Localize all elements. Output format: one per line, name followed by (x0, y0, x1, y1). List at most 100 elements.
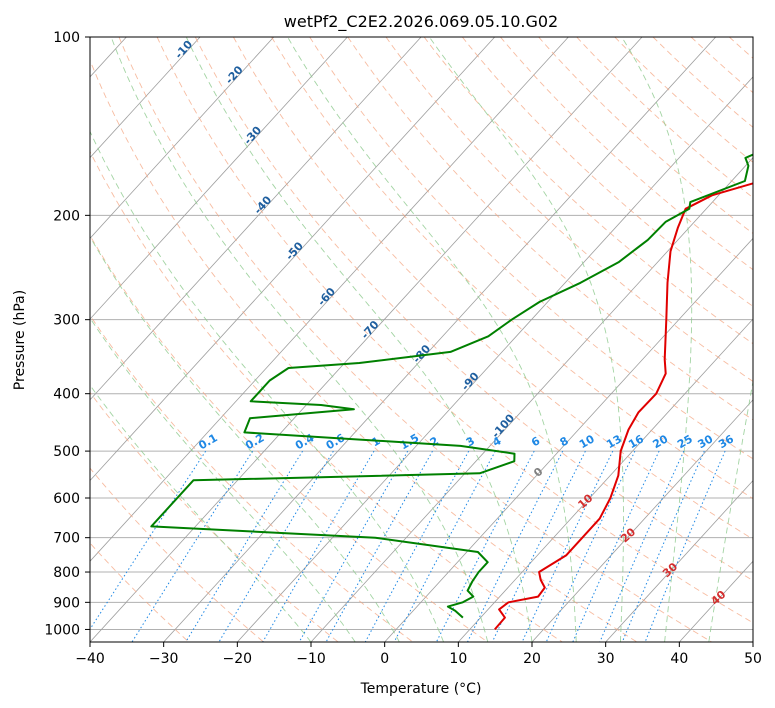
mixing-ratio-label: 2 (428, 434, 441, 449)
moist-adiabat-line (90, 317, 356, 642)
temperature-profile-line (494, 182, 753, 631)
dry-adiabat-line (690, 37, 753, 94)
dry-adiabat-lines (90, 37, 753, 642)
mixing-ratio-label: 10 (577, 432, 597, 451)
mixing-ratio-line (572, 450, 660, 642)
moist-adiabat-label: -70 (359, 318, 382, 342)
mixing-ratio-line (325, 450, 433, 642)
moist-adiabat-label: -40 (251, 193, 274, 217)
isotherm-line (237, 76, 753, 642)
moist-adiabat-line (110, 37, 489, 642)
y-tick-label: 300 (53, 313, 80, 329)
pressure-gridlines (90, 37, 753, 630)
dry-adiabat-line (90, 150, 563, 642)
isotherm-line (90, 37, 422, 401)
x-axis-label: Temperature (°C) (360, 681, 482, 697)
dry-adiabat-line (194, 37, 753, 582)
x-tick-label: −10 (296, 651, 326, 667)
mixing-ratio-label: 16 (626, 432, 646, 451)
mixing-ratio-line (298, 450, 409, 642)
mixing-ratio-line (90, 450, 207, 631)
mixing-ratio-label: 25 (675, 432, 695, 451)
isotherm-line (384, 237, 753, 642)
chart-title: wetPf2_C2E2.2026.069.05.10.G02 (284, 12, 558, 32)
moist-adiabat-label: -50 (283, 239, 306, 263)
moist-adiabat-line (90, 130, 445, 642)
dry-adiabat-line (385, 37, 753, 382)
mixing-ratio-label: 20 (650, 432, 670, 451)
dry-adiabat-line (90, 391, 339, 642)
dry-adiabat-line (423, 37, 753, 345)
moist-adiabat-line (428, 37, 624, 642)
dry-adiabat-line (90, 314, 414, 642)
dry-adiabat-line (652, 37, 753, 128)
moist-adiabat-lines (90, 37, 753, 642)
isotherm-line (458, 318, 753, 642)
mixing-ratio-line (621, 450, 705, 642)
x-axis-ticks: −40 −30 −20 −10 0 10 20 30 40 50 (75, 642, 762, 667)
isotherm-line (90, 37, 201, 159)
dry-adiabat-line (614, 37, 753, 163)
mixing-ratio-line (185, 450, 304, 642)
x-tick-label: 20 (523, 651, 541, 667)
moist-adiabat-label: -10 (172, 38, 195, 62)
mixing-ratio-line (467, 450, 564, 642)
isotherm-line (531, 399, 753, 642)
mixing-ratio-line (262, 450, 375, 642)
mixing-ratio-line (545, 450, 636, 642)
isotherm-line (90, 37, 643, 642)
mixing-ratio-line (521, 450, 614, 642)
mixing-ratio-label: 30 (696, 432, 716, 451)
mixing-ratio-label: 0.6 (324, 431, 348, 452)
plot-frame (89, 36, 754, 643)
y-tick-label: 1000 (44, 622, 80, 638)
x-tick-label: 10 (449, 651, 467, 667)
mixing-ratio-line (599, 450, 685, 642)
y-tick-label: 200 (53, 208, 80, 224)
dry-adiabat-line (271, 37, 753, 500)
mixing-ratio-lines (90, 450, 726, 642)
moist-adiabat-line (287, 37, 577, 642)
y-tick-label: 100 (53, 30, 80, 46)
mixing-ratio-label: 0.1 (196, 431, 219, 452)
y-tick-label: 900 (53, 595, 80, 611)
isotherm-line (605, 479, 753, 642)
dry-adiabat-line (90, 467, 264, 642)
y-tick-label: 700 (53, 531, 80, 547)
y-tick-label: 600 (53, 491, 80, 507)
x-tick-label: 30 (597, 651, 615, 667)
isotherm-line (90, 37, 496, 482)
mixing-ratio-line (364, 450, 470, 642)
moist-adiabat-line (90, 384, 312, 642)
y-tick-label: 800 (53, 565, 80, 581)
mixing-ratio-label: 8 (558, 434, 571, 449)
moist-adiabat-label: -60 (315, 285, 338, 309)
x-tick-label: 0 (380, 651, 389, 667)
dry-adiabat-line (90, 542, 190, 642)
dry-adiabat-line (728, 37, 753, 59)
mixing-ratio-label: 36 (716, 432, 736, 451)
dry-adiabat-line (90, 59, 638, 642)
x-tick-label: 40 (670, 651, 688, 667)
dry-adiabat-line (309, 37, 753, 460)
mixing-ratio-line (218, 450, 334, 642)
dewpoint-profile-line (150, 153, 753, 619)
x-tick-label: −40 (75, 651, 105, 667)
moist-adiabat-line (90, 235, 400, 642)
dry-adiabat-line (461, 37, 753, 307)
sounding-series (150, 153, 753, 631)
dry-adiabat-line (538, 37, 753, 235)
x-tick-label: −20 (223, 651, 253, 667)
dry-adiabat-line (347, 37, 753, 421)
dry-adiabat-line (118, 37, 712, 642)
mixing-ratio-line (644, 450, 726, 642)
x-tick-label: 50 (744, 651, 762, 667)
y-tick-label: 500 (53, 444, 80, 460)
isotherm-line (90, 37, 569, 562)
dry-adiabat-line (156, 37, 753, 624)
x-tick-label: −30 (149, 651, 179, 667)
y-axis-ticks: 100 200 300 400 500 600 700 800 900 1000 (44, 30, 90, 638)
isotherm-line (163, 37, 717, 642)
